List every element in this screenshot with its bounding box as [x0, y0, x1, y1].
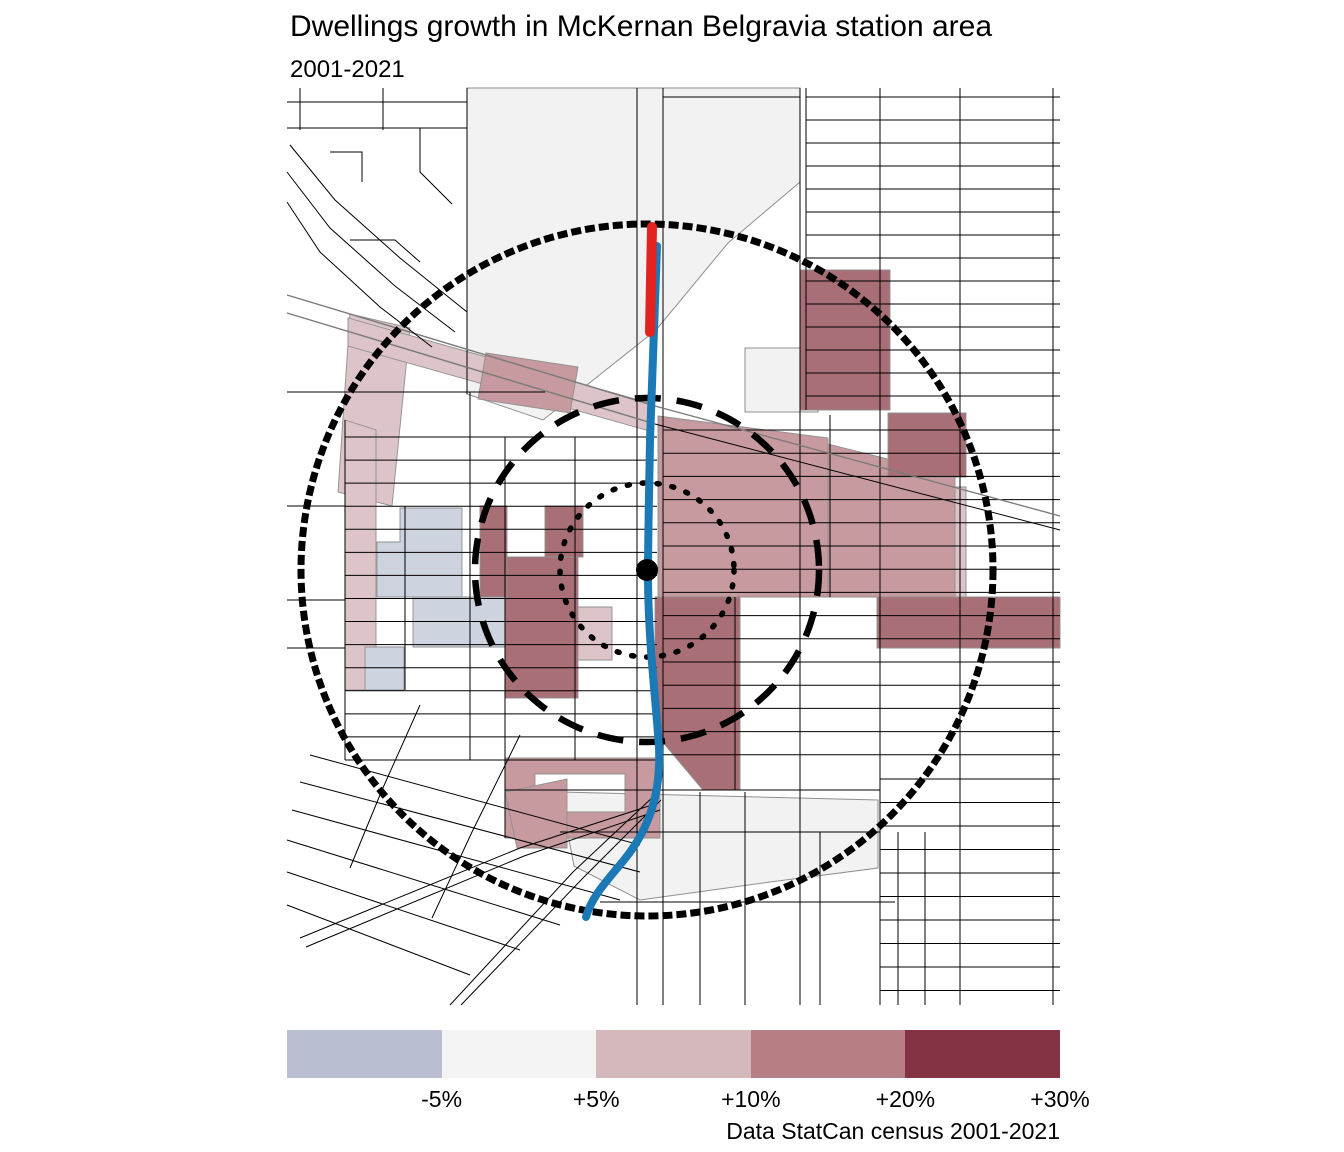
color-legend [287, 1030, 1060, 1078]
road [654, 405, 1061, 517]
outer-ring-800m [297, 220, 997, 920]
page-title: Dwellings growth in McKernan Belgravia s… [290, 10, 993, 43]
road [286, 871, 521, 951]
page-subtitle: 2001-2021 [290, 56, 405, 83]
road [654, 423, 1061, 531]
legend-swatch [287, 1030, 442, 1078]
road [286, 839, 561, 926]
road [289, 144, 468, 313]
growth-polygon-p10 [657, 415, 829, 598]
road [350, 239, 421, 263]
legend-labels: -5% +5% +10% +20% +30% [287, 1086, 1090, 1112]
legend-label: +5% [572, 1086, 620, 1112]
legend-label: -5% [421, 1086, 463, 1112]
legend-swatch [905, 1030, 1060, 1078]
road [286, 904, 471, 976]
growth-polygon-p10 [504, 778, 568, 849]
legend-swatch [441, 1030, 597, 1078]
road [286, 201, 433, 348]
legend-swatch [596, 1030, 751, 1078]
growth-polygon-p20 [876, 596, 1061, 649]
legend-label: +10% [721, 1086, 781, 1112]
road [330, 151, 363, 182]
road [299, 781, 641, 873]
legend-label: +30% [1030, 1086, 1090, 1112]
growth-polygon-neg [364, 646, 405, 691]
middle-ring-400m [471, 394, 823, 746]
road [286, 294, 656, 407]
station-marker [636, 559, 658, 581]
growth-polygon-p20 [799, 269, 891, 411]
growth-polygon-p20 [887, 412, 967, 478]
road [299, 802, 659, 939]
growth-polygon-p5 [572, 606, 613, 661]
data-source-caption: Data StatCan census 2001-2021 [726, 1118, 1060, 1144]
lrt-segment-red [645, 222, 657, 337]
road [419, 128, 453, 205]
lrt-line [582, 242, 664, 921]
legend-label: +20% [875, 1086, 936, 1112]
road [460, 799, 662, 1006]
road [305, 809, 661, 948]
legend-swatch [750, 1030, 906, 1078]
